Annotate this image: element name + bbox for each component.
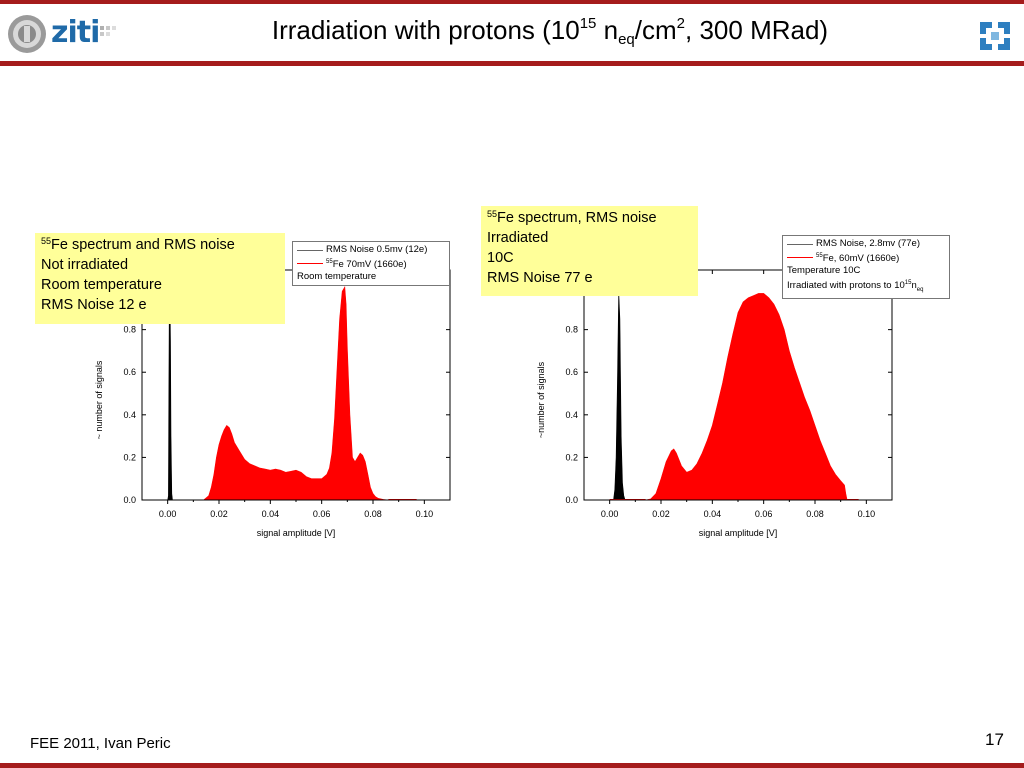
footer-divider	[0, 763, 1024, 768]
x-tick-label: 0.02	[210, 509, 228, 519]
y-tick-label: 0.8	[565, 325, 578, 335]
note-left-line1: 55Fe spectrum and RMS noise	[41, 236, 235, 254]
legend-swatch-noise	[787, 243, 813, 245]
x-axis-title: signal amplitude [V]	[699, 528, 778, 538]
y-tick-label: 0.6	[565, 367, 578, 377]
note-left-line3: Room temperature	[41, 277, 162, 293]
legend-entry-fe55: 55Fe, 60mV (1660e)	[787, 250, 945, 265]
note-left-line4: RMS Noise 12 e	[41, 297, 147, 313]
legend-label-condition: Room temperature	[297, 271, 377, 283]
series-area-noise	[613, 291, 626, 501]
y-tick-label: 0.8	[123, 325, 136, 335]
x-tick-label: 0.04	[704, 509, 722, 519]
legend-label-temperature: Temperature 10C	[787, 265, 861, 277]
legend-label-noise: RMS Noise, 2.8mv (77e)	[816, 238, 921, 249]
ziti-logo: ziti	[51, 15, 100, 50]
slide-title: Irradiation with protons (1015 neq/cm2, …	[271, 15, 829, 48]
legend-left: RMS Noise 0.5mv (12e) 55Fe 70mV (1660e) …	[292, 241, 450, 287]
ziti-logo-dots	[100, 26, 116, 36]
y-tick-label: 0.4	[123, 410, 136, 420]
x-tick-label: 0.08	[806, 509, 824, 519]
university-seal-logo	[8, 15, 46, 53]
legend-label-noise: RMS Noise 0.5mv (12e)	[326, 244, 428, 255]
y-axis-title: ~number of signals	[536, 361, 546, 438]
legend-entry-condition: Room temperature	[297, 271, 445, 283]
title-divider	[0, 61, 1024, 66]
legend-swatch-fe55	[787, 257, 813, 259]
legend-entry-irradiation: Irradiated with protons to 1015neq	[787, 277, 945, 296]
y-tick-label: 0.4	[565, 410, 578, 420]
legend-entry-temperature: Temperature 10C	[787, 265, 945, 277]
x-tick-label: 0.06	[755, 509, 773, 519]
legend-entry-noise: RMS Noise, 2.8mv (77e)	[787, 238, 945, 250]
legend-swatch-noise	[297, 249, 323, 251]
note-right: 55Fe spectrum, RMS noise Irradiated 10C …	[481, 206, 698, 296]
series-area-fe55	[645, 293, 848, 501]
y-axis-title: ~ number of signals	[94, 360, 104, 439]
chart-left: 0.0 0.2 0.4 0.6 0.8 0.00 0.02 0.04 0.06 0.08 0.10 s…	[90, 240, 470, 550]
chart-left-svg: 0.0 0.2 0.4 0.6 0.8 0.00 0.02 0.04 0.06 0.08 0.10 s…	[94, 269, 451, 538]
x-tick-label: 0.10	[858, 509, 876, 519]
series-area-fe55	[167, 286, 389, 501]
legend-label-irradiation: Irradiated with protons to 1015neq	[787, 280, 924, 294]
x-tick-label: 0.04	[262, 509, 280, 519]
chart-right: 0.0 0.2 0.4 0.6 0.8 0.00 0.02 0.04 0.06 0.08 0.10 s…	[532, 240, 912, 550]
legend-right: RMS Noise, 2.8mv (77e) 55Fe, 60mV (1660e…	[782, 235, 950, 300]
y-tick-label: 0.2	[123, 452, 136, 462]
legend-swatch-fe55	[297, 263, 323, 265]
x-tick-label: 0.00	[159, 509, 177, 519]
y-tick-label: 0.0	[123, 495, 136, 505]
note-right-line1: 55Fe spectrum, RMS noise	[487, 209, 657, 227]
note-right-line3: 10C	[487, 250, 514, 266]
note-right-line4: RMS Noise 77 e	[487, 270, 593, 286]
y-tick-label: 0.0	[565, 495, 578, 505]
note-left-line2: Not irradiated	[41, 257, 129, 273]
x-axis-title: signal amplitude [V]	[257, 528, 336, 538]
x-tick-label: 0.00	[601, 509, 619, 519]
legend-entry-noise: RMS Noise 0.5mv (12e)	[297, 244, 445, 256]
x-tick-label: 0.06	[313, 509, 331, 519]
chart-right-svg: 0.0 0.2 0.4 0.6 0.8 0.00 0.02 0.04 0.06 0.08 0.10 s…	[536, 269, 893, 538]
legend-label-fe55: 55Fe 70mV (1660e)	[326, 259, 407, 271]
page-number: 17	[985, 730, 1004, 749]
legend-label-fe55: 55Fe, 60mV (1660e)	[816, 253, 900, 265]
y-tick-label: 0.6	[123, 367, 136, 377]
kip-logo	[977, 19, 1013, 53]
x-tick-label: 0.10	[416, 509, 434, 519]
top-accent-bar	[0, 0, 1024, 4]
note-right-line2: Irradiated	[487, 230, 549, 246]
y-tick-label: 0.2	[565, 452, 578, 462]
x-tick-label: 0.08	[364, 509, 382, 519]
footer-text: FEE 2011, Ivan Peric	[30, 735, 171, 752]
note-left: 55Fe spectrum and RMS noise Not irradiat…	[35, 233, 285, 324]
legend-entry-fe55: 55Fe 70mV (1660e)	[297, 256, 445, 271]
x-tick-label: 0.02	[652, 509, 670, 519]
